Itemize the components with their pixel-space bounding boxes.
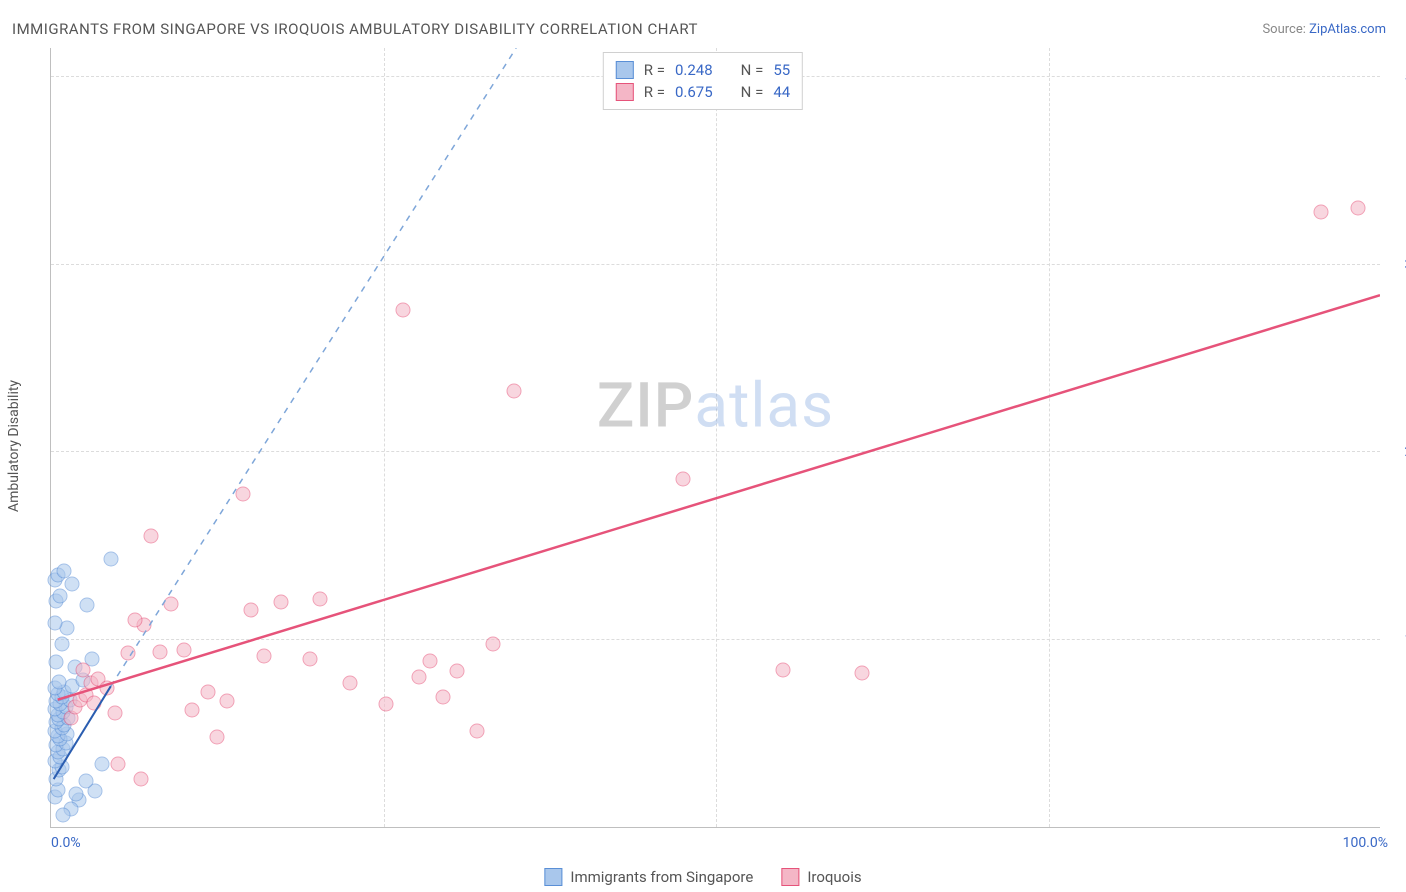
data-point <box>235 487 250 502</box>
data-point <box>78 773 93 788</box>
x-tick-min: 0.0% <box>51 835 81 851</box>
r-value-iroquois: 0.675 <box>675 83 713 101</box>
data-point <box>86 695 101 710</box>
data-point <box>79 598 94 613</box>
data-point <box>436 689 451 704</box>
swatch-singapore <box>544 868 562 886</box>
data-point <box>99 680 114 695</box>
data-point <box>163 596 178 611</box>
source-attribution: Source: ZipAtlas.com <box>1262 22 1386 37</box>
legend-item-singapore: Immigrants from Singapore <box>544 868 753 886</box>
data-point <box>675 472 690 487</box>
y-tick-label: 50.0% <box>1386 69 1406 85</box>
data-point <box>54 637 69 652</box>
y-tick-label: 12.5% <box>1386 632 1406 648</box>
correlation-legend: R = 0.248 N = 55 R = 0.675 N = 44 <box>603 52 803 110</box>
r-label: R = <box>644 83 665 101</box>
data-point <box>379 697 394 712</box>
data-point <box>256 649 271 664</box>
data-point <box>855 665 870 680</box>
source-label: Source: <box>1262 22 1305 37</box>
data-point <box>1351 200 1366 215</box>
swatch-iroquois <box>781 868 799 886</box>
gridline-v <box>1049 48 1050 827</box>
data-point <box>469 724 484 739</box>
data-point <box>210 730 225 745</box>
data-point <box>121 646 136 661</box>
legend-label-iroquois: Iroquois <box>807 868 861 886</box>
data-point <box>1314 205 1329 220</box>
data-point <box>153 644 168 659</box>
data-point <box>55 808 70 823</box>
data-point <box>243 602 258 617</box>
y-tick-label: 25.0% <box>1386 444 1406 460</box>
data-point <box>103 551 118 566</box>
data-point <box>53 589 68 604</box>
watermark-zip: ZIP <box>597 370 695 443</box>
data-point <box>57 563 72 578</box>
correlation-row-iroquois: R = 0.675 N = 44 <box>616 81 790 103</box>
data-point <box>184 703 199 718</box>
data-point <box>312 592 327 607</box>
chart-title: IMMIGRANTS FROM SINGAPORE VS IROQUOIS AM… <box>12 20 698 38</box>
data-point <box>449 664 464 679</box>
data-point <box>343 676 358 691</box>
source-value: ZipAtlas.com <box>1309 22 1386 37</box>
data-point <box>94 757 109 772</box>
data-point <box>412 670 427 685</box>
data-point <box>65 577 80 592</box>
data-point <box>75 662 90 677</box>
swatch-singapore <box>616 61 634 79</box>
y-tick-label: 37.5% <box>1386 257 1406 273</box>
x-tick-max: 100.0% <box>1343 835 1388 851</box>
n-label: N = <box>741 83 764 101</box>
gridline-v <box>716 48 717 827</box>
data-point <box>200 685 215 700</box>
n-label: N = <box>741 61 764 79</box>
data-point <box>485 637 500 652</box>
data-point <box>49 655 64 670</box>
legend-item-iroquois: Iroquois <box>781 868 861 886</box>
scatter-plot-area: ZIPatlas 0.0% 100.0% 12.5%25.0%37.5%50.0… <box>50 48 1380 828</box>
legend-label-singapore: Immigrants from Singapore <box>570 868 753 886</box>
y-axis-label: Ambulatory Disability <box>6 380 22 512</box>
swatch-iroquois <box>616 83 634 101</box>
r-label: R = <box>644 61 665 79</box>
data-point <box>219 694 234 709</box>
data-point <box>107 706 122 721</box>
data-point <box>303 652 318 667</box>
data-point <box>127 613 142 628</box>
data-point <box>134 772 149 787</box>
n-value-singapore: 55 <box>773 61 790 79</box>
data-point <box>396 302 411 317</box>
data-point <box>69 787 84 802</box>
n-value-iroquois: 44 <box>773 83 790 101</box>
data-point <box>423 653 438 668</box>
data-point <box>775 662 790 677</box>
correlation-row-singapore: R = 0.248 N = 55 <box>616 59 790 81</box>
data-point <box>177 643 192 658</box>
data-point <box>47 616 62 631</box>
data-point <box>110 757 125 772</box>
data-point <box>274 595 289 610</box>
data-point <box>506 383 521 398</box>
data-point <box>143 529 158 544</box>
series-legend: Immigrants from Singapore Iroquois <box>544 868 861 886</box>
data-point <box>51 674 66 689</box>
r-value-singapore: 0.248 <box>675 61 713 79</box>
